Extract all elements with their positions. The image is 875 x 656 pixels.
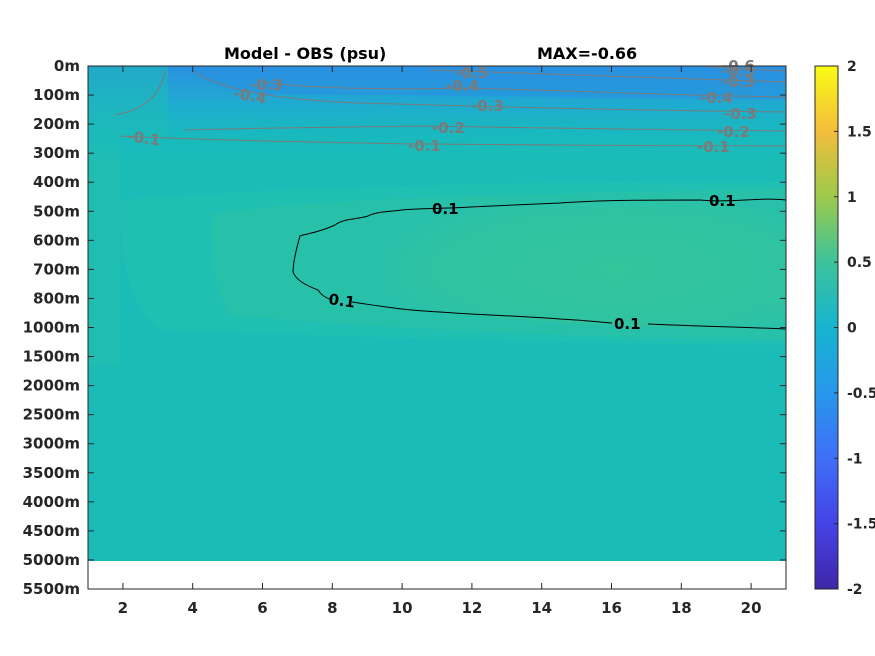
colorbar-tick-label: 2 <box>847 59 857 75</box>
contour-label: -0.3 <box>722 73 755 91</box>
y-tick-label: 2000m <box>23 377 80 395</box>
contour-label: -0.2 <box>717 123 750 141</box>
contour-label: -0.3 <box>250 76 283 94</box>
contour-label: -0.4 <box>446 77 479 95</box>
chart-subtitle: MAX=-0.66 <box>537 44 637 63</box>
y-axis: 0m 100m 200m 300m 400m 500m 600m 700m 800m 1000m 1… <box>23 57 786 598</box>
x-tick-label: 4 <box>187 599 197 617</box>
contour-label: -0.1 <box>697 138 730 156</box>
y-tick-label: 2500m <box>23 406 80 424</box>
y-tick-label: 3000m <box>23 435 80 453</box>
colorbar-tick-label: -1.5 <box>847 517 875 533</box>
y-tick-label: 5500m <box>23 580 80 598</box>
y-tick-label: 5000m <box>23 551 80 569</box>
colorbar-tick-label: 0 <box>847 321 857 337</box>
y-tick-label: 600m <box>33 231 80 249</box>
contour-label: -0.4 <box>700 89 733 107</box>
contour-neg-0.3 <box>194 71 786 113</box>
heatmap-field <box>88 66 786 561</box>
x-tick-label: 20 <box>741 599 762 617</box>
contour-label: -0.5 <box>455 64 488 82</box>
contour-label: 0.1 <box>432 200 459 218</box>
y-tick-label: 200m <box>33 115 80 133</box>
x-tick-label: 10 <box>392 599 413 617</box>
colorbar-tick-label: -1 <box>847 451 863 467</box>
y-tick-label: 1500m <box>23 348 80 366</box>
colorbar-tick-label: -2 <box>847 582 863 598</box>
contour-label: -0.1 <box>408 137 441 155</box>
contour-label: -0.3 <box>724 105 757 123</box>
contour-label: 0.1 <box>614 315 641 333</box>
y-tick-label: 100m <box>33 86 80 104</box>
x-tick-label: 14 <box>531 599 552 617</box>
x-tick-label: 6 <box>257 599 267 617</box>
contour-label: 0.1 <box>709 192 736 210</box>
chart-title: Model - OBS (psu) <box>224 44 386 63</box>
x-tick-label: 16 <box>601 599 622 617</box>
colorbar-ticks: 2 1.5 1 0.5 0 -0.5 -1 -1.5 -2 <box>834 59 875 598</box>
x-tick-label: 18 <box>671 599 692 617</box>
contour-label: -0.2 <box>432 119 465 137</box>
colorbar-tick-label: -0.5 <box>847 386 875 402</box>
x-tick-label: 8 <box>327 599 337 617</box>
contour-label: -0.3 <box>471 97 504 115</box>
field-surface-left <box>88 66 168 136</box>
contour-neg-0.1 <box>119 135 786 147</box>
x-axis: 2 4 6 8 10 12 14 16 18 20 <box>118 66 762 617</box>
y-tick-label: 0m <box>54 57 80 75</box>
field-anomaly-core <box>365 196 786 330</box>
x-tick-label: 2 <box>118 599 128 617</box>
y-tick-label: 500m <box>33 202 80 220</box>
y-tick-label: 1000m <box>23 319 80 337</box>
contour-pos-0.1 <box>292 198 786 330</box>
colorbar-tick-label: 1 <box>847 190 857 206</box>
field-surface-core <box>190 66 786 100</box>
y-tick-label: 4500m <box>23 522 80 540</box>
colorbar-tick-label: 1.5 <box>847 124 872 140</box>
y-tick-label: 4000m <box>23 493 80 511</box>
y-tick-label: 300m <box>33 144 80 162</box>
contour-label: -0.1 <box>126 127 161 149</box>
contour-neg-0.4 <box>264 81 786 98</box>
y-tick-label: 3500m <box>23 464 80 482</box>
y-tick-label: 800m <box>33 289 80 307</box>
colorbar-tick-label: 0.5 <box>847 255 872 271</box>
contour-neg-0.6 <box>699 66 786 72</box>
x-tick-label: 12 <box>461 599 482 617</box>
contour-neg-0.2 <box>114 69 786 132</box>
contour-label: -0.4 <box>232 84 267 107</box>
y-tick-label: 400m <box>33 173 80 191</box>
contour-label: 0.1 <box>327 290 356 312</box>
y-tick-label: 700m <box>33 260 80 278</box>
